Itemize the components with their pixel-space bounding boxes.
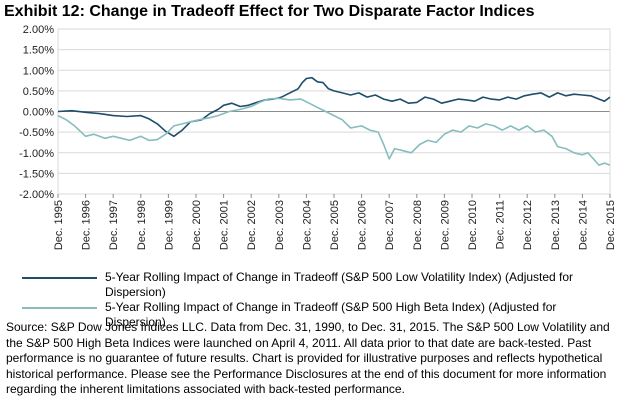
y-axis-ticks: 2.00% 1.50% 1.00% 0.50% 0.00% -0.50% -1.00% -1.… <box>19 24 54 201</box>
x-tick-label: Dec. 2009 <box>439 200 451 250</box>
x-tick-label: Dec. 2012 <box>522 200 534 250</box>
grid-lines <box>57 28 611 195</box>
x-tick-label: Dec. 2000 <box>191 200 203 250</box>
x-tick-label: Dec. 1996 <box>81 200 93 250</box>
x-tick-label: Dec. 1997 <box>108 200 120 250</box>
x-axis-ticks: Dec. 1995 Dec. 1996 Dec. 1997 Dec. 1998 Dec.… <box>53 194 617 250</box>
legend: 5-Year Rolling Impact of Change in Trade… <box>22 270 612 330</box>
x-tick-label: Dec. 2014 <box>577 200 589 250</box>
x-tick-label: Dec. 2008 <box>412 200 424 250</box>
x-tick-label: Dec. 2002 <box>246 200 258 250</box>
legend-item-low-volatility: 5-Year Rolling Impact of Change in Trade… <box>22 270 612 300</box>
x-tick-label: Dec. 1995 <box>53 200 65 250</box>
x-tick-label: Dec. 2001 <box>219 200 231 250</box>
y-tick-label: -2.00% <box>19 189 54 201</box>
series-lines <box>57 76 611 166</box>
x-tick-label: Dec. 2010 <box>467 200 479 250</box>
y-tick-label: 0.00% <box>23 107 54 119</box>
y-tick-label: 1.00% <box>23 65 54 77</box>
x-tick-label: Dec. 2003 <box>274 200 286 250</box>
y-tick-label: 0.50% <box>23 86 54 98</box>
legend-label-high-beta: 5-Year Rolling Impact of Change in Trade… <box>105 300 557 329</box>
y-tick-label: 1.50% <box>23 45 54 57</box>
x-tick-label: Dec. 1999 <box>163 200 175 250</box>
chart-title: Exhibit 12: Change in Tradeoff Effect fo… <box>4 3 535 20</box>
y-tick-label: -0.50% <box>19 127 54 139</box>
series-line-low-volatility <box>57 76 611 138</box>
line-chart: 2.00% 1.50% 1.00% 0.50% 0.00% -0.50% -1.00% -1.… <box>19 24 617 250</box>
source-note: Source: S&P Dow Jones Indices LLC. Data … <box>6 320 610 396</box>
legend-label-low-volatility: 5-Year Rolling Impact of Change in Trade… <box>105 270 574 299</box>
y-tick-label: -1.50% <box>19 168 54 180</box>
y-tick-label: -1.00% <box>19 148 54 160</box>
x-tick-label: Dec. 1998 <box>136 200 148 250</box>
x-tick-label: Dec. 2004 <box>301 200 313 250</box>
x-tick-label: Dec. 2015 <box>605 200 617 250</box>
series-line-high-beta <box>57 97 611 166</box>
x-tick-label: Dec. 2007 <box>384 200 396 250</box>
x-tick-label: Dec. 2006 <box>357 200 369 250</box>
legend-swatch-low-volatility <box>22 277 97 279</box>
legend-item-high-beta: 5-Year Rolling Impact of Change in Trade… <box>22 300 612 330</box>
x-tick-label: Dec. 2005 <box>329 200 341 250</box>
x-tick-label: Dec. 2011 <box>495 200 507 249</box>
legend-swatch-high-beta <box>22 307 97 309</box>
x-tick-label: Dec. 2013 <box>550 200 562 250</box>
y-tick-label: 2.00% <box>23 24 54 36</box>
